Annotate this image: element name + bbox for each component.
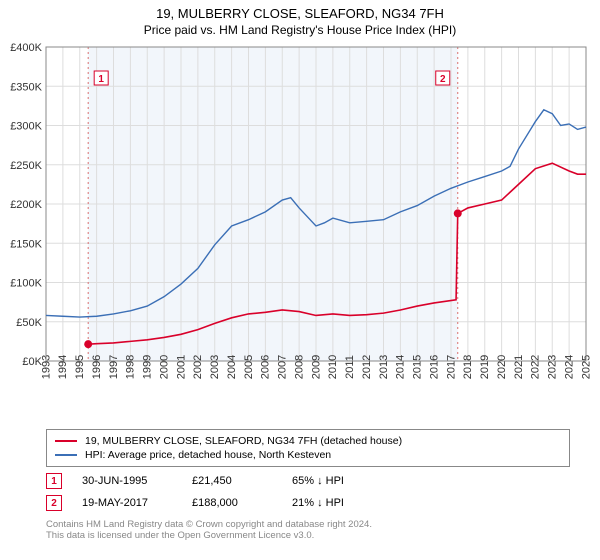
- chart-container: 19, MULBERRY CLOSE, SLEAFORD, NG34 7FH P…: [0, 0, 600, 560]
- svg-text:2010: 2010: [327, 355, 339, 379]
- svg-text:2001: 2001: [175, 355, 187, 379]
- svg-text:£150K: £150K: [10, 238, 42, 250]
- svg-text:2018: 2018: [462, 355, 474, 379]
- svg-text:1: 1: [98, 74, 104, 85]
- svg-text:2024: 2024: [563, 355, 575, 379]
- line-chart-svg: £0K£50K£100K£150K£200K£250K£300K£350K£40…: [0, 41, 600, 421]
- svg-text:2002: 2002: [192, 355, 204, 379]
- footer: Contains HM Land Registry data © Crown c…: [46, 519, 570, 541]
- svg-text:2022: 2022: [530, 355, 542, 379]
- svg-text:2012: 2012: [361, 355, 373, 379]
- svg-text:2003: 2003: [209, 355, 221, 379]
- svg-text:2021: 2021: [513, 355, 525, 379]
- svg-text:£100K: £100K: [10, 278, 42, 290]
- svg-text:1999: 1999: [142, 355, 154, 379]
- svg-text:2007: 2007: [277, 355, 289, 379]
- svg-text:1995: 1995: [74, 355, 86, 379]
- svg-text:2000: 2000: [158, 355, 170, 379]
- svg-text:2015: 2015: [412, 355, 424, 379]
- svg-text:2006: 2006: [260, 355, 272, 379]
- svg-text:£250K: £250K: [10, 160, 42, 172]
- marker-table-row: 1 30-JUN-1995 £21,450 65% ↓ HPI: [46, 473, 600, 489]
- legend-label: 19, MULBERRY CLOSE, SLEAFORD, NG34 7FH (…: [85, 435, 402, 447]
- svg-text:2017: 2017: [445, 355, 457, 379]
- marker-price: £21,450: [192, 475, 272, 487]
- marker-price: £188,000: [192, 497, 272, 509]
- marker-badge: 1: [46, 473, 62, 489]
- chart-subtitle: Price paid vs. HM Land Registry's House …: [0, 21, 600, 41]
- footer-line: Contains HM Land Registry data © Crown c…: [46, 519, 570, 530]
- legend-item: HPI: Average price, detached house, Nort…: [55, 448, 561, 462]
- svg-text:2: 2: [440, 74, 446, 85]
- svg-text:2008: 2008: [293, 355, 305, 379]
- svg-text:£350K: £350K: [10, 81, 42, 93]
- svg-text:2023: 2023: [547, 355, 559, 379]
- legend-swatch: [55, 454, 77, 456]
- svg-text:2005: 2005: [243, 355, 255, 379]
- svg-text:2016: 2016: [428, 355, 440, 379]
- svg-text:£50K: £50K: [16, 317, 42, 329]
- legend-item: 19, MULBERRY CLOSE, SLEAFORD, NG34 7FH (…: [55, 434, 561, 448]
- svg-text:2013: 2013: [378, 355, 390, 379]
- footer-line: This data is licensed under the Open Gov…: [46, 530, 570, 541]
- svg-text:2009: 2009: [310, 355, 322, 379]
- svg-text:£400K: £400K: [10, 42, 42, 54]
- marker-delta: 65% ↓ HPI: [292, 475, 344, 487]
- legend-label: HPI: Average price, detached house, Nort…: [85, 449, 331, 461]
- svg-text:1996: 1996: [91, 355, 103, 379]
- svg-text:£200K: £200K: [10, 199, 42, 211]
- chart-title: 19, MULBERRY CLOSE, SLEAFORD, NG34 7FH: [0, 0, 600, 21]
- svg-text:£300K: £300K: [10, 121, 42, 133]
- legend-swatch: [55, 440, 77, 442]
- svg-text:1998: 1998: [125, 355, 137, 379]
- marker-delta: 21% ↓ HPI: [292, 497, 344, 509]
- svg-text:2011: 2011: [344, 355, 356, 379]
- marker-date: 30-JUN-1995: [82, 475, 172, 487]
- svg-text:2019: 2019: [479, 355, 491, 379]
- svg-text:1997: 1997: [108, 355, 120, 379]
- svg-text:1994: 1994: [57, 355, 69, 379]
- marker-table-row: 2 19-MAY-2017 £188,000 21% ↓ HPI: [46, 495, 600, 511]
- chart-plot-area: £0K£50K£100K£150K£200K£250K£300K£350K£40…: [0, 41, 600, 421]
- marker-badge: 2: [46, 495, 62, 511]
- marker-date: 19-MAY-2017: [82, 497, 172, 509]
- legend: 19, MULBERRY CLOSE, SLEAFORD, NG34 7FH (…: [46, 429, 570, 467]
- svg-text:2014: 2014: [395, 355, 407, 379]
- svg-text:2004: 2004: [226, 355, 238, 379]
- svg-text:2020: 2020: [496, 355, 508, 379]
